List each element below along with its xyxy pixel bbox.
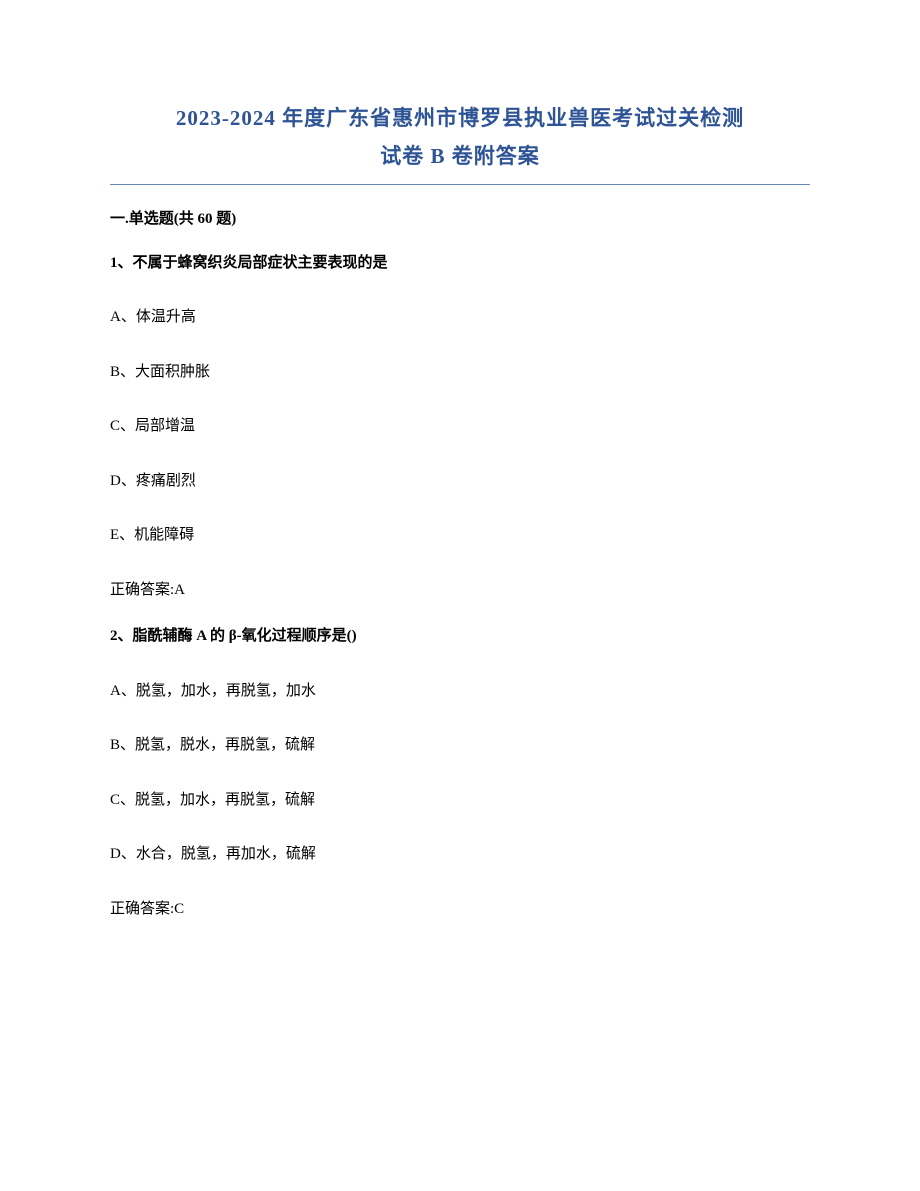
correct-answer: 正确答案:A	[110, 579, 810, 602]
option-e: E、机能障碍	[110, 524, 810, 547]
option-d: D、水合，脱氢，再加水，硫解	[110, 843, 810, 866]
title-line-2: 试卷 B 卷附答案	[110, 138, 810, 176]
option-d: D、疼痛剧烈	[110, 470, 810, 493]
question-body: 脂酰辅酶 A 的 β-氧化过程顺序是()	[133, 628, 357, 644]
option-b: B、脱氢，脱水，再脱氢，硫解	[110, 734, 810, 757]
option-b: B、大面积肿胀	[110, 361, 810, 384]
question-2: 2、脂酰辅酶 A 的 β-氧化过程顺序是() A、脱氢，加水，再脱氢，加水 B、…	[110, 625, 810, 920]
title-divider	[110, 184, 810, 185]
title-line-1: 2023-2024 年度广东省惠州市博罗县执业兽医考试过关检测	[110, 100, 810, 138]
option-c: C、脱氢，加水，再脱氢，硫解	[110, 789, 810, 812]
question-text: 2、脂酰辅酶 A 的 β-氧化过程顺序是()	[110, 625, 810, 648]
question-number: 1、	[110, 255, 133, 271]
section-header: 一.单选题(共 60 题)	[110, 207, 810, 228]
question-1: 1、不属于蜂窝织炎局部症状主要表现的是 A、体温升高 B、大面积肿胀 C、局部增…	[110, 252, 810, 602]
option-a: A、体温升高	[110, 306, 810, 329]
question-body: 不属于蜂窝织炎局部症状主要表现的是	[133, 255, 388, 271]
question-text: 1、不属于蜂窝织炎局部症状主要表现的是	[110, 252, 810, 275]
correct-answer: 正确答案:C	[110, 898, 810, 921]
document-title: 2023-2024 年度广东省惠州市博罗县执业兽医考试过关检测 试卷 B 卷附答…	[110, 100, 810, 176]
option-c: C、局部增温	[110, 415, 810, 438]
question-number: 2、	[110, 628, 133, 644]
option-a: A、脱氢，加水，再脱氢，加水	[110, 680, 810, 703]
